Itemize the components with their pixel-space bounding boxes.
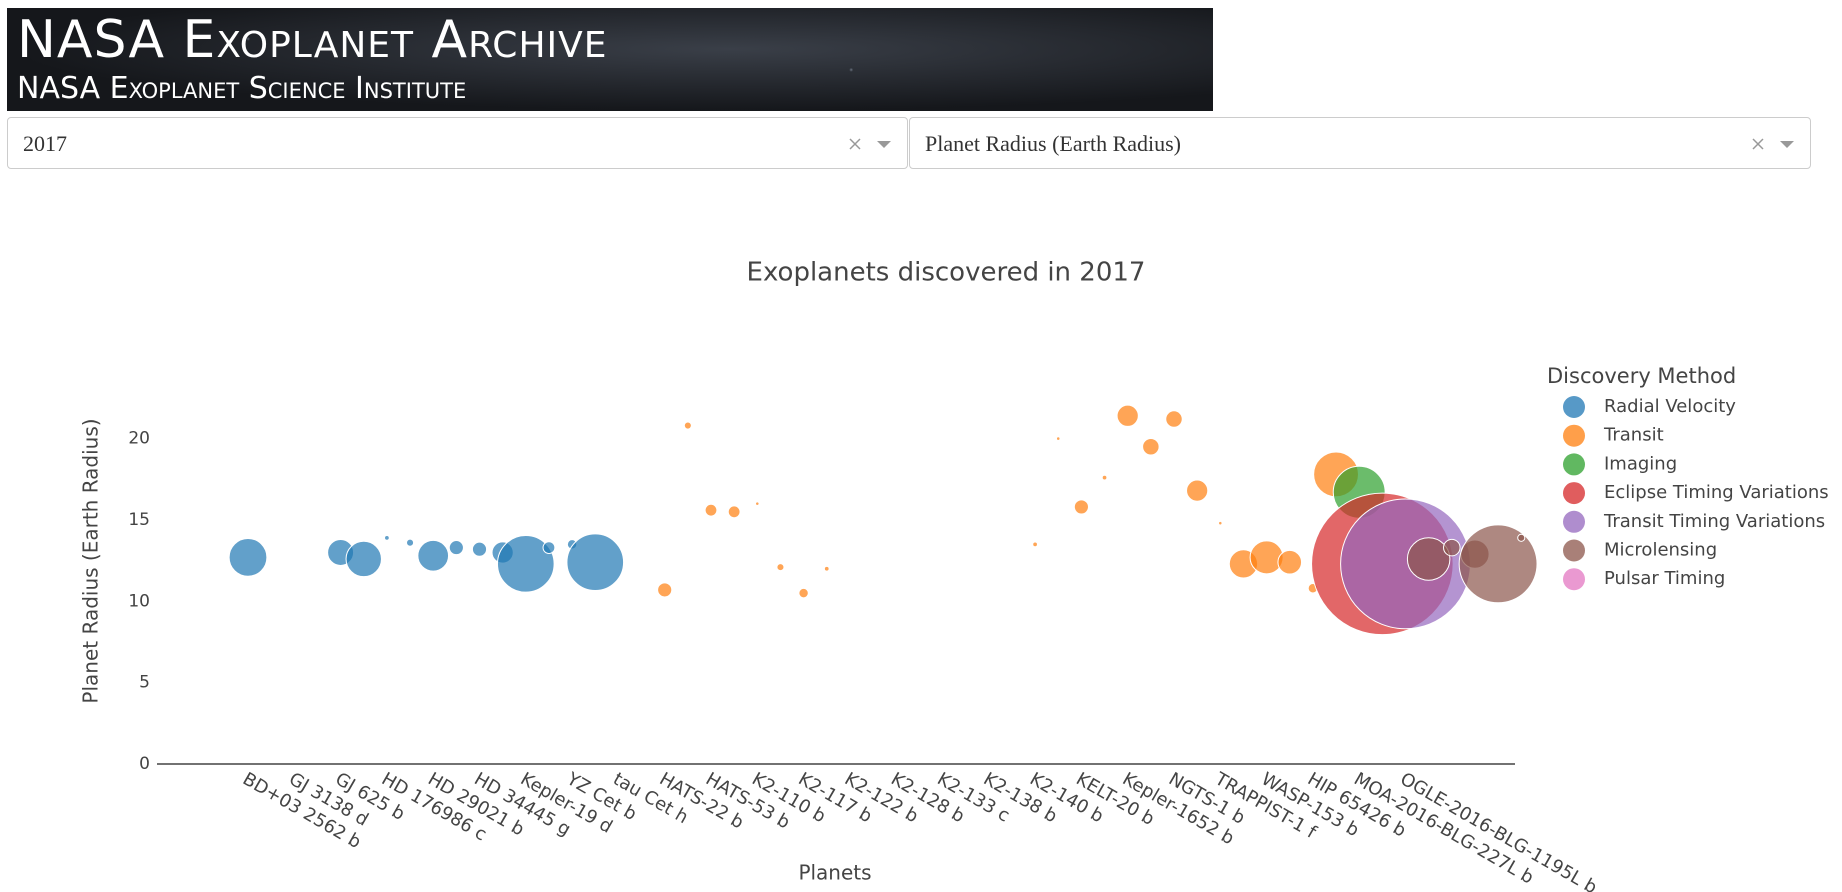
bubble	[1116, 404, 1139, 427]
bubble	[1186, 479, 1209, 502]
dropdown-value: 2017	[23, 131, 67, 156]
bubble	[417, 539, 450, 572]
y-tick-label: 15	[128, 510, 150, 530]
banner-title: NASA Exoplanet Archive	[17, 10, 608, 70]
variable-dropdown[interactable]: Planet Radius (Earth Radius)	[909, 117, 1811, 169]
chart: Exoplanets discovered in 2017 Planets Pl…	[79, 258, 1829, 892]
legend-label: Microlensing	[1604, 540, 1717, 561]
bubble	[1458, 524, 1538, 604]
legend-marker	[1563, 539, 1585, 562]
bubble	[704, 503, 718, 517]
bubble	[1055, 436, 1061, 441]
bubble	[1142, 437, 1160, 456]
bubble	[1101, 474, 1108, 481]
year-dropdown[interactable]: 2017	[7, 117, 908, 169]
bubble	[566, 533, 625, 592]
legend-marker	[1563, 396, 1585, 418]
bubble	[1406, 537, 1451, 581]
bubble	[406, 538, 415, 547]
bubble	[1340, 498, 1471, 630]
y-tick-label: 0	[139, 754, 150, 774]
bubble	[384, 534, 390, 541]
bubble	[1443, 538, 1461, 557]
bubble	[1517, 533, 1526, 542]
bubble	[1165, 410, 1183, 428]
legend-marker	[1563, 510, 1585, 533]
bubble	[683, 421, 692, 430]
legend-label: Transit	[1603, 425, 1664, 446]
bubble	[1073, 499, 1089, 515]
bubble	[776, 563, 785, 572]
legend-marker	[1563, 568, 1585, 591]
bubble	[496, 535, 555, 593]
bubble	[798, 587, 809, 599]
legend-label: Eclipse Timing Variations	[1604, 482, 1829, 503]
bubble	[542, 541, 556, 554]
bubble	[1032, 541, 1038, 548]
bubble	[1277, 549, 1303, 575]
y-axis-title: Planet Radius (Earth Radius)	[79, 418, 103, 703]
bubble	[471, 541, 488, 557]
x-axis-title: Planets	[798, 861, 871, 885]
legend-marker	[1563, 482, 1585, 505]
bubble	[755, 501, 760, 506]
y-tick-label: 5	[139, 673, 150, 693]
legend-label: Transit Timing Variations	[1603, 511, 1825, 532]
legend-label: Imaging	[1604, 453, 1677, 474]
banner-subtitle: NASA Exoplanet Science Institute	[17, 71, 467, 106]
legend-marker	[1563, 424, 1585, 447]
bubble	[228, 537, 268, 577]
legend-label: Pulsar Timing	[1604, 568, 1725, 589]
bubble	[657, 582, 673, 598]
legend-label: Radial Velocity	[1604, 396, 1736, 417]
bubble	[448, 540, 464, 556]
bubble	[1249, 540, 1284, 575]
y-tick-label: 10	[128, 591, 150, 611]
dropdown-icons[interactable]	[1750, 134, 1800, 154]
legend-title: Discovery Method	[1547, 364, 1736, 388]
dropdown-value: Planet Radius (Earth Radius)	[925, 131, 1182, 156]
bubble	[1218, 520, 1223, 526]
bubble	[727, 505, 741, 519]
y-tick-label: 20	[128, 429, 150, 449]
chart-title: Exoplanets discovered in 2017	[747, 258, 1146, 288]
legend-marker	[1563, 453, 1585, 476]
bubble	[345, 540, 382, 578]
bubble	[823, 565, 830, 572]
dropdown-icons[interactable]	[847, 134, 897, 154]
banner: NASA Exoplanet Archive NASA Exoplanet Sc…	[7, 8, 1213, 111]
